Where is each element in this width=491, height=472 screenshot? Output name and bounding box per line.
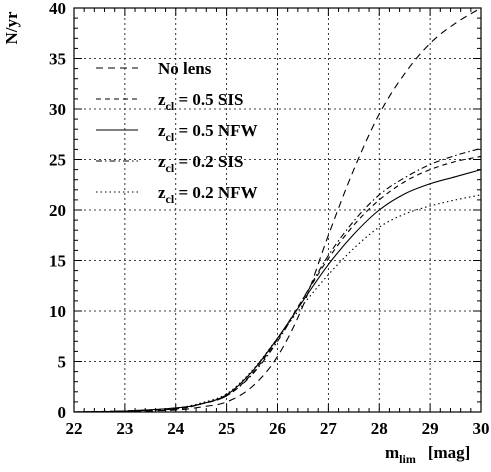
x-tick-label: 27 [320, 419, 338, 438]
y-tick-label: 25 [49, 151, 66, 170]
x-axis-label: mlim [mag] [385, 443, 470, 466]
series-line-4 [73, 147, 482, 413]
y-axis-label: N/yr [2, 11, 21, 45]
x-tick-label: 28 [371, 419, 388, 438]
x-tick-label: 25 [218, 419, 235, 438]
legend: No lens zcl = 0.5 SIS zcl = 0.5 NFW zcl = 0… [96, 59, 258, 206]
x-tick-label: 22 [66, 419, 83, 438]
series-line-1 [73, 7, 482, 413]
legend-label-5: zcl = 0.2 NFW [158, 183, 258, 206]
x-tick-label: 30 [473, 419, 490, 438]
legend-label-1: No lens [158, 59, 212, 78]
series-line-3 [73, 169, 482, 413]
x-tick-label: 24 [167, 419, 185, 438]
x-tick-label: 26 [269, 419, 286, 438]
y-tick-label: 15 [49, 252, 66, 271]
axis-labels: N/yr mlim [mag] [2, 11, 470, 466]
x-tick-label: 23 [116, 419, 133, 438]
y-tick-label: 10 [49, 302, 66, 321]
legend-label-4: zcl = 0.2 SIS [158, 152, 243, 175]
y-tick-label: 20 [49, 201, 66, 220]
y-tick-label: 30 [49, 100, 66, 119]
ticks: 22 23 24 25 26 27 28 29 30 0 5 10 15 20 25 30 35 40 [49, 0, 490, 438]
grid [74, 8, 481, 412]
legend-label-3: zcl = 0.5 NFW [158, 121, 258, 144]
series-lines [73, 7, 482, 413]
y-tick-label: 5 [58, 353, 67, 372]
y-tick-label: 0 [58, 403, 67, 422]
x-tick-label: 29 [422, 419, 439, 438]
y-tick-label: 35 [49, 50, 66, 69]
legend-label-2: zcl = 0.5 SIS [158, 90, 243, 113]
y-tick-label: 40 [49, 0, 66, 18]
